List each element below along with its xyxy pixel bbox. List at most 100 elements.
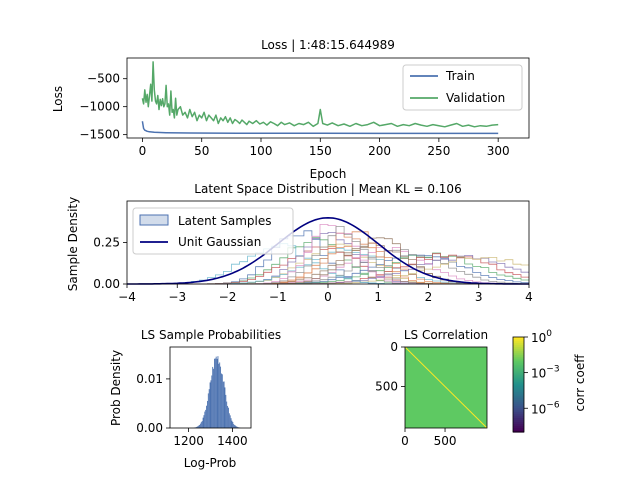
loss-xtick-label: 300 bbox=[487, 144, 510, 158]
colorbar-segment bbox=[513, 420, 524, 423]
loss-axes-frame bbox=[126, 57, 530, 139]
prob-hist-bar bbox=[208, 389, 210, 428]
legend-unit-gaussian-label: Unit Gaussian bbox=[178, 235, 261, 249]
latent-xtick-label: −2 bbox=[219, 290, 237, 304]
legend-latent-samples-label: Latent Samples bbox=[178, 214, 272, 228]
latent-xtick-label: 2 bbox=[425, 290, 433, 304]
loss-ytick-label: −1500 bbox=[79, 128, 120, 142]
colorbar-segment bbox=[513, 394, 524, 397]
colorbar-segment bbox=[513, 337, 524, 340]
loss-xtick-label: 250 bbox=[427, 144, 450, 158]
prob-hist-bar bbox=[209, 382, 211, 428]
colorbar: 100 10−3 10−6 bbox=[512, 329, 560, 433]
prob-hist-bar bbox=[203, 415, 205, 428]
latent-ytick-label: 0.25 bbox=[93, 236, 120, 250]
prob-hist-bar bbox=[212, 366, 214, 428]
colorbar-segment bbox=[513, 370, 524, 374]
loss-title: Loss | 1:48:15.644989 bbox=[261, 38, 395, 52]
colorbar-segment bbox=[513, 422, 524, 425]
loss-series-train bbox=[141, 121, 499, 135]
loss-xtick-label: 150 bbox=[309, 144, 332, 158]
loss-panel: Loss | 1:48:15.644989 0 50 100 150 200 250 300… bbox=[51, 38, 530, 181]
ls-prob-axes-frame bbox=[169, 346, 252, 429]
latent-xtick-label: 4 bbox=[525, 290, 533, 304]
colorbar-segment bbox=[513, 376, 524, 380]
prob-hist-bar bbox=[210, 380, 212, 428]
loss-xtick-label: 200 bbox=[368, 144, 391, 158]
unit-gaussian-curve bbox=[127, 216, 529, 285]
colorbar-tick-label: 10−6 bbox=[531, 400, 560, 416]
ls-prob-ytick-label: 0.00 bbox=[136, 421, 163, 435]
prob-hist-bar bbox=[236, 426, 238, 428]
colorbar-tick-label: 10−3 bbox=[531, 365, 560, 381]
colorbar-segment bbox=[513, 358, 524, 362]
ls-corr-panel: LS Correlation 0 500 0 500 100 10−3 10−6 corr… bbox=[375, 328, 587, 448]
loss-ytick-label: −1000 bbox=[79, 100, 120, 114]
colorbar-segment bbox=[513, 368, 524, 372]
ls-corr-ytick-label: 500 bbox=[375, 380, 398, 394]
ls-corr-axes-frame bbox=[404, 346, 488, 429]
ls-prob-xtick-label: 1400 bbox=[217, 434, 248, 448]
ls-prob-ylabel: Prob Density bbox=[109, 350, 123, 426]
colorbar-segment bbox=[513, 388, 524, 392]
prob-hist-bar bbox=[215, 356, 217, 428]
prob-hist-bar bbox=[213, 368, 215, 428]
prob-hist-bar bbox=[214, 358, 215, 428]
colorbar-segment bbox=[513, 374, 524, 378]
colorbar-segment bbox=[513, 386, 524, 390]
corr-diagonal bbox=[404, 346, 488, 429]
ls-corr-xtick-label: 500 bbox=[434, 434, 457, 448]
prob-hist-bar bbox=[220, 366, 222, 428]
prob-hist-bar bbox=[231, 420, 233, 428]
prob-hist-bar bbox=[227, 405, 229, 428]
ls-prob-title: LS Sample Probabilities bbox=[141, 328, 281, 342]
colorbar-segment bbox=[513, 404, 524, 407]
colorbar-segment bbox=[513, 412, 524, 415]
prob-hist-bar bbox=[235, 426, 237, 428]
latent-ytick-label: 0.00 bbox=[93, 277, 120, 291]
ls-corr-title: LS Correlation bbox=[404, 328, 488, 342]
colorbar-segment bbox=[513, 382, 524, 386]
colorbar-segment bbox=[513, 424, 524, 427]
colorbar-segment bbox=[513, 416, 524, 419]
colorbar-segment bbox=[513, 430, 524, 433]
prob-hist-bar bbox=[217, 356, 219, 428]
prob-hist-bar bbox=[198, 425, 200, 428]
colorbar-segment bbox=[513, 352, 524, 356]
colorbar-segment bbox=[513, 364, 524, 368]
latent-xtick-label: −4 bbox=[118, 290, 136, 304]
colorbar-segment bbox=[513, 378, 524, 382]
latent-xtick-label: −3 bbox=[168, 290, 186, 304]
legend-train-label: Train bbox=[445, 69, 475, 83]
latent-legend: Latent Samples Unit Gaussian bbox=[132, 207, 294, 255]
colorbar-segment bbox=[513, 380, 524, 384]
latent-xtick-label: −1 bbox=[269, 290, 287, 304]
colorbar-segment bbox=[513, 356, 524, 360]
colorbar-segment bbox=[513, 354, 524, 358]
loss-xtick-label: 100 bbox=[250, 144, 273, 158]
latent-xtick-label: 3 bbox=[475, 290, 483, 304]
latent-xtick-label: 1 bbox=[374, 290, 382, 304]
colorbar-segment bbox=[513, 392, 524, 395]
colorbar-frame bbox=[512, 336, 525, 433]
prob-hist-bar bbox=[199, 423, 201, 428]
prob-hist-bar bbox=[214, 358, 216, 428]
colorbar-segment bbox=[513, 408, 524, 411]
colorbar-segment bbox=[513, 418, 524, 421]
prob-hist-bar bbox=[223, 381, 225, 428]
colorbar-segment bbox=[513, 402, 524, 405]
prob-hist-bar bbox=[224, 387, 226, 428]
colorbar-label: corr coeff bbox=[573, 354, 587, 412]
prob-hist-bar bbox=[234, 425, 236, 428]
colorbar-segment bbox=[513, 342, 524, 346]
legend-latent-samples-swatch bbox=[139, 214, 169, 226]
prob-hist-bar bbox=[232, 422, 234, 428]
colorbar-segment bbox=[513, 398, 524, 401]
prob-hist-bar bbox=[211, 375, 213, 428]
prob-hist-bar bbox=[233, 424, 235, 428]
ls-prob-xtick-label: 1200 bbox=[173, 434, 204, 448]
ls-corr-plot-area: 0 500 0 500 bbox=[375, 340, 488, 448]
prob-hist-bar bbox=[218, 363, 220, 428]
prob-hist-bar bbox=[197, 426, 199, 428]
loss-ylabel: Loss bbox=[51, 86, 65, 112]
